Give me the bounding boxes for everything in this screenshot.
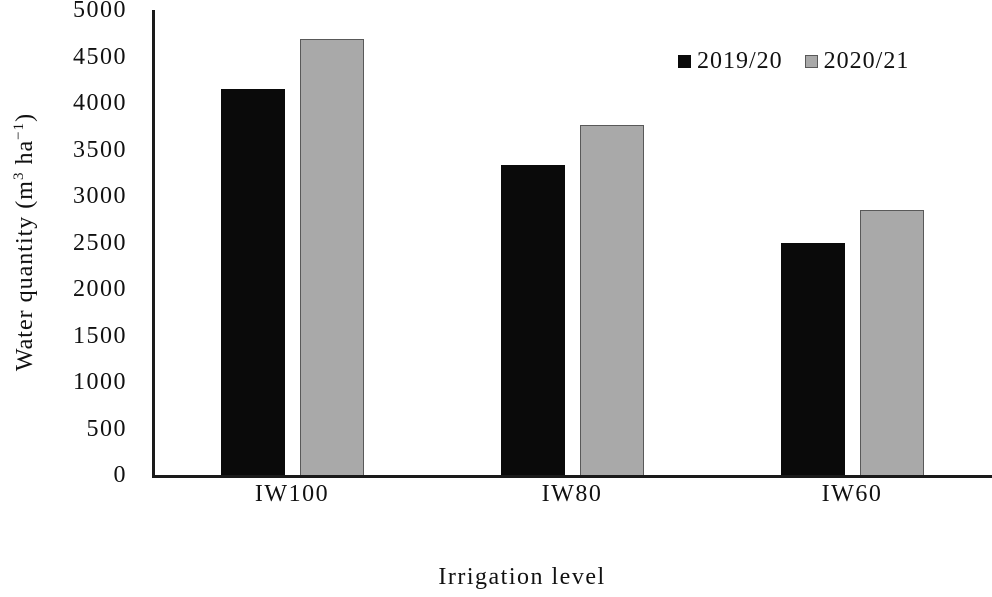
y-axis-line <box>152 10 155 477</box>
bar-iw60-2019-20 <box>780 242 845 475</box>
y-tick-label-500: 500 <box>86 415 127 442</box>
legend-label: 2020/21 <box>823 48 910 74</box>
x-axis-line <box>152 475 992 478</box>
bar-iw80-2019-20 <box>500 165 565 475</box>
bar-iw100-2020-21 <box>299 38 364 475</box>
y-tick-label-3000: 3000 <box>73 183 127 209</box>
legend-swatch-2020-21 <box>804 54 818 68</box>
y-tick-label-2000: 2000 <box>73 276 127 302</box>
legend-item-2019-20: 2019/20 <box>678 49 783 73</box>
legend: 2019/20 2020/21 <box>678 49 909 73</box>
bar-iw60-2020-21 <box>859 209 924 475</box>
y-tick-label-1000: 1000 <box>73 369 127 395</box>
y-tick-label-0: 0 <box>113 462 127 488</box>
x-category-label-iw100: IW100 <box>254 481 330 507</box>
y-tick-label-4500: 4500 <box>73 43 127 70</box>
legend-item-2020-21: 2020/21 <box>804 48 910 74</box>
x-axis-title: Irrigation level <box>438 564 606 590</box>
x-category-label-iw80: IW80 <box>541 481 603 507</box>
y-tick-label-5000: 5000 <box>73 0 127 23</box>
bar-iw80-2020-21 <box>579 125 644 475</box>
y-tick-label-3500: 3500 <box>73 136 127 163</box>
y-tick-label-1500: 1500 <box>73 322 127 349</box>
y-tick-label-2500: 2500 <box>73 229 127 256</box>
x-category-label-iw60: IW60 <box>821 481 883 507</box>
legend-label: 2019/20 <box>697 48 783 74</box>
y-tick-label-4000: 4000 <box>73 90 127 116</box>
legend-swatch-2019-20 <box>678 54 691 68</box>
bar-iw100-2019-20 <box>220 89 285 475</box>
y-axis-title-sup-3: 3 <box>11 171 27 181</box>
